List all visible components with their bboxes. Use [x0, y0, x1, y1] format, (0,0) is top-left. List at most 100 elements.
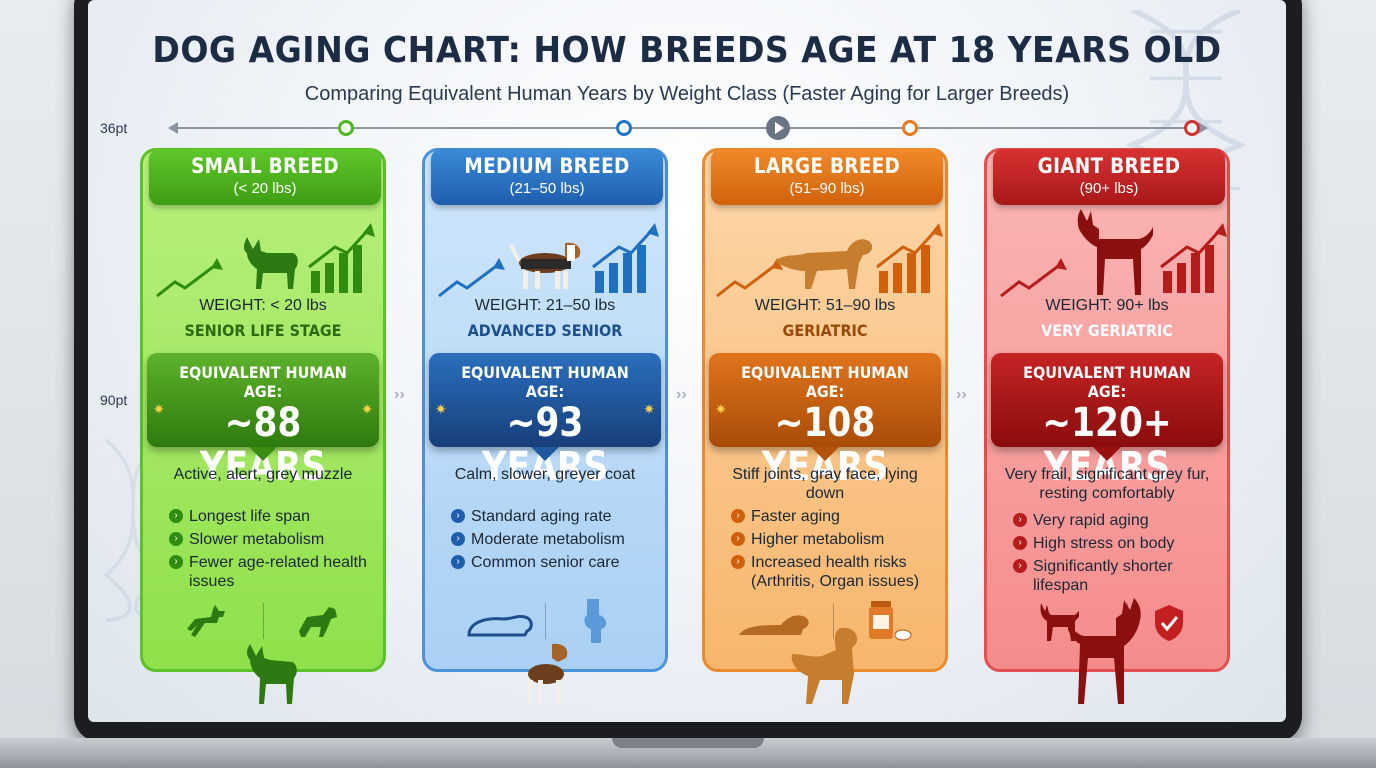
- card-header: SMALL BREED (< 20 lbs): [149, 149, 381, 205]
- chevron-right-icon: ›: [451, 555, 465, 569]
- bullet-list: › Standard aging rate › Moderate metabolis…: [451, 507, 655, 576]
- bottom-icons: [987, 597, 1227, 649]
- bar-growth-icon: [1160, 223, 1227, 293]
- list-item: › Significantly shorter lifespan: [1013, 557, 1217, 595]
- running-dog-icon: [187, 605, 225, 637]
- bar-growth-icon: [876, 223, 943, 293]
- bullet-list: › Faster aging › Higher metabolism › Increa…: [731, 507, 935, 595]
- life-stage: VERY GERIATRIC: [1041, 321, 1173, 340]
- chevron-right-icon: ›: [1013, 536, 1027, 550]
- bottom-icons: [143, 597, 383, 649]
- list-item: › Higher metabolism: [731, 530, 935, 549]
- chevron-right-icon: ›: [169, 555, 183, 569]
- weight-range: (21–50 lbs): [509, 180, 585, 197]
- side-label-middle: 90pt: [100, 392, 128, 408]
- description: Calm, slower, greyer coat: [454, 466, 636, 483]
- sparkle-icon: ✷: [153, 401, 165, 417]
- timeline-line: [174, 127, 1202, 129]
- human-age-box: EQUIVALENT HUMAN AGE: ~108 YEARS ✷: [709, 353, 941, 489]
- trend-up-icon: [716, 258, 783, 298]
- standing-dog-icon: [1040, 603, 1079, 641]
- play-icon[interactable]: [766, 116, 790, 140]
- age-value: ~88 YEARS: [199, 400, 327, 490]
- list-item: › High stress on body: [1013, 534, 1217, 553]
- card-header: GIANT BREED (90+ lbs): [993, 149, 1225, 205]
- card-giant-breed: GIANT BREED (90+ lbs) WEIGHT: 90+ lbs VE…: [984, 148, 1230, 672]
- side-label-top: 36pt: [100, 120, 128, 136]
- weight-text: WEIGHT: 90+ lbs: [1045, 297, 1169, 314]
- weight-range: (< 20 lbs): [233, 180, 297, 197]
- chevron-right-icon: ››: [956, 386, 967, 403]
- list-item: › Moderate metabolism: [451, 530, 655, 549]
- list-item: › Increased health risks (Arthritis, Orga…: [731, 553, 935, 591]
- bar-growth-icon: [592, 223, 659, 293]
- breed-name: MEDIUM BREED: [464, 154, 630, 178]
- timeline-dot-giant[interactable]: [1184, 120, 1200, 136]
- life-stage: SENIOR LIFE STAGE: [184, 321, 342, 340]
- description: Very frail, significant grey fur, restin…: [1004, 466, 1210, 502]
- beagle-icon: [528, 643, 568, 704]
- age-label: EQUIVALENT HUMAN AGE:: [741, 363, 909, 401]
- laptop-notch: [612, 738, 764, 748]
- bottom-icons: [425, 597, 665, 649]
- weight-range: (51–90 lbs): [789, 180, 865, 197]
- divider: [833, 603, 834, 639]
- card-medium-breed: MEDIUM BREED (21–50 lbs) WEIGHT: 21–50 l…: [422, 148, 668, 672]
- page-title: DOG AGING CHART: HOW BREEDS AGE AT 18 YE…: [152, 30, 1222, 71]
- shield-check-icon: [1155, 605, 1183, 641]
- timeline-dot-small[interactable]: [338, 120, 354, 136]
- life-stage: GERIATRIC: [782, 321, 868, 340]
- weight-text: WEIGHT: 21–50 lbs: [474, 297, 616, 314]
- list-item: › Longest life span: [169, 507, 373, 526]
- sparkle-icon: ✷: [435, 401, 447, 417]
- card-large-breed: LARGE BREED (51–90 lbs) WEIGHT: 51–90 lb…: [702, 148, 948, 672]
- chevron-right-icon: ›: [731, 509, 745, 523]
- trend-up-icon: [1000, 258, 1067, 298]
- age-label: EQUIVALENT HUMAN AGE:: [179, 363, 347, 401]
- medicine-icon: [869, 601, 912, 641]
- weight-text: WEIGHT: < 20 lbs: [199, 297, 327, 314]
- chevron-right-icon: ››: [676, 386, 687, 403]
- retriever-icon: [775, 239, 873, 289]
- breed-name: SMALL BREED: [191, 154, 339, 178]
- card-header: MEDIUM BREED (21–50 lbs): [431, 149, 663, 205]
- chevron-right-icon: ››: [394, 386, 405, 403]
- list-item: › Fewer age-related health issues: [169, 553, 373, 591]
- chevron-right-icon: ›: [731, 532, 745, 546]
- divider: [263, 603, 264, 639]
- description: Active, alert, grey muzzle: [173, 466, 353, 483]
- divider: [545, 603, 546, 639]
- sparkle-icon: ✷: [715, 401, 727, 417]
- weight-range: (90+ lbs): [1079, 180, 1139, 197]
- age-label: EQUIVALENT HUMAN AGE:: [461, 363, 629, 401]
- trend-up-icon: [156, 258, 223, 298]
- list-item: › Very rapid aging: [1013, 511, 1217, 530]
- joint-icon: [584, 599, 607, 643]
- age-label: EQUIVALENT HUMAN AGE:: [1023, 363, 1191, 401]
- great-dane-icon: [1077, 209, 1153, 295]
- card-header: LARGE BREED (51–90 lbs): [711, 149, 943, 205]
- chevron-right-icon: ›: [451, 532, 465, 546]
- chevron-right-icon: ›: [1013, 513, 1027, 527]
- sparkle-icon: ✷: [361, 401, 373, 417]
- chevron-right-icon: ›: [169, 509, 183, 523]
- human-age-box: EQUIVALENT HUMAN AGE: ~120+ YEARS: [991, 353, 1223, 489]
- chevron-right-icon: ›: [1013, 559, 1027, 573]
- chihuahua-icon: [244, 237, 298, 289]
- timeline-dot-medium[interactable]: [616, 120, 632, 136]
- list-item: › Faster aging: [731, 507, 935, 526]
- bottom-icons: [705, 597, 945, 649]
- list-item: › Common senior care: [451, 553, 655, 572]
- list-item: › Standard aging rate: [451, 507, 655, 526]
- bullet-list: › Longest life span › Slower metabolism › F…: [169, 507, 373, 595]
- arrow-right-icon: [1198, 122, 1208, 134]
- trend-up-icon: [438, 258, 505, 298]
- description: Stiff joints, gray face, lying down: [732, 466, 918, 502]
- breed-name: GIANT BREED: [1037, 154, 1181, 178]
- page-subtitle: Comparing Equivalent Human Years by Weig…: [304, 83, 1070, 105]
- great-dane-icon: [1068, 598, 1141, 704]
- breed-name: LARGE BREED: [753, 154, 901, 178]
- timeline-dot-large[interactable]: [902, 120, 918, 136]
- age-value: ~108 YEARS: [761, 400, 889, 490]
- list-item: › Slower metabolism: [169, 530, 373, 549]
